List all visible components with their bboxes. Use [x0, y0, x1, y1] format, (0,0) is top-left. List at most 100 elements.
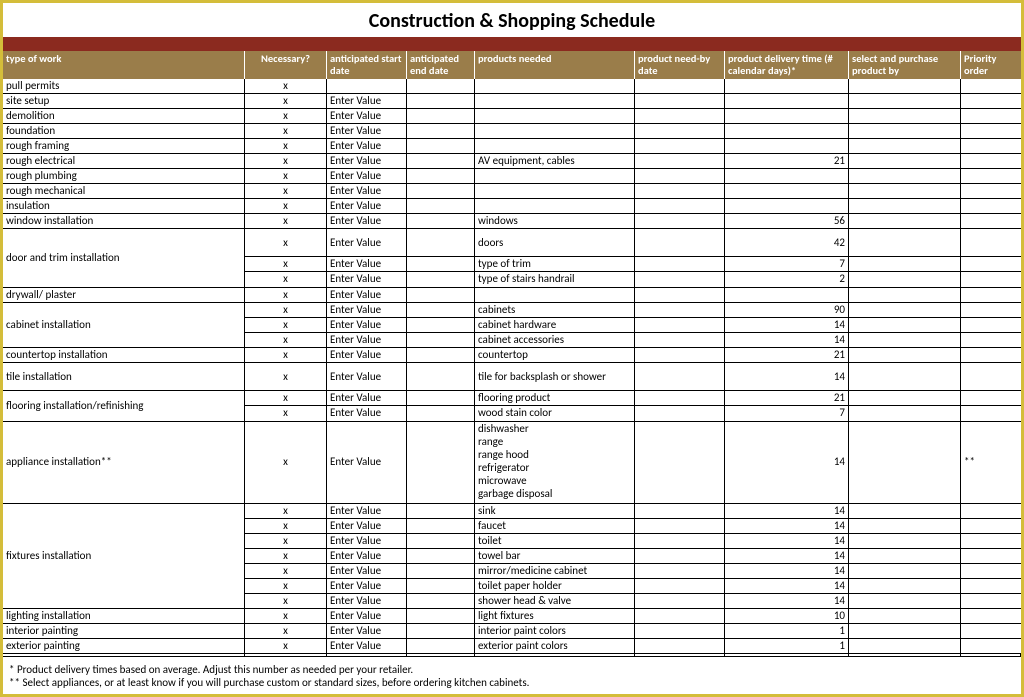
end-date-cell[interactable]: [407, 124, 475, 138]
end-date-cell[interactable]: [407, 139, 475, 153]
end-date-cell[interactable]: [407, 534, 475, 548]
work-type-cell[interactable]: rough plumbing: [3, 169, 245, 183]
products-cell[interactable]: [475, 124, 635, 138]
start-date-cell[interactable]: Enter Value: [327, 534, 407, 548]
priority-cell[interactable]: [961, 391, 1021, 405]
start-date-cell[interactable]: [327, 79, 407, 93]
work-type-cell[interactable]: tile installation: [3, 363, 245, 390]
end-date-cell[interactable]: [407, 594, 475, 609]
work-type-cell[interactable]: pull permits: [3, 79, 245, 93]
start-date-cell[interactable]: Enter Value: [327, 609, 407, 623]
necessary-cell[interactable]: x: [245, 154, 327, 168]
delivery-time-cell[interactable]: [725, 169, 849, 183]
start-date-cell[interactable]: Enter Value: [327, 579, 407, 593]
purchase-by-cell[interactable]: [849, 199, 961, 213]
start-date-cell[interactable]: Enter Value: [327, 257, 407, 271]
purchase-by-cell[interactable]: [849, 549, 961, 563]
end-date-cell[interactable]: [407, 348, 475, 362]
purchase-by-cell[interactable]: [849, 534, 961, 548]
start-date-cell[interactable]: Enter Value: [327, 214, 407, 228]
end-date-cell[interactable]: [407, 109, 475, 123]
end-date-cell[interactable]: [407, 272, 475, 287]
delivery-time-cell[interactable]: [725, 124, 849, 138]
products-cell[interactable]: [475, 94, 635, 108]
need-by-cell[interactable]: [635, 303, 725, 317]
work-type-cell[interactable]: flooring installation/refinishing: [3, 391, 245, 421]
products-cell[interactable]: [475, 199, 635, 213]
priority-cell[interactable]: **: [961, 422, 1021, 503]
delivery-time-cell[interactable]: 14: [725, 564, 849, 578]
products-cell[interactable]: [475, 184, 635, 198]
delivery-time-cell[interactable]: [725, 184, 849, 198]
work-type-cell[interactable]: insulation: [3, 199, 245, 213]
priority-cell[interactable]: [961, 257, 1021, 271]
purchase-by-cell[interactable]: [849, 184, 961, 198]
purchase-by-cell[interactable]: [849, 154, 961, 168]
delivery-time-cell[interactable]: 42: [725, 229, 849, 256]
priority-cell[interactable]: [961, 318, 1021, 332]
priority-cell[interactable]: [961, 363, 1021, 390]
work-type-cell[interactable]: lighting installation: [3, 609, 245, 623]
start-date-cell[interactable]: Enter Value: [327, 564, 407, 578]
necessary-cell[interactable]: x: [245, 594, 327, 609]
necessary-cell[interactable]: x: [245, 229, 327, 256]
purchase-by-cell[interactable]: [849, 422, 961, 503]
products-cell[interactable]: windows: [475, 214, 635, 228]
need-by-cell[interactable]: [635, 94, 725, 108]
need-by-cell[interactable]: [635, 154, 725, 168]
work-type-cell[interactable]: rough mechanical: [3, 184, 245, 198]
purchase-by-cell[interactable]: [849, 333, 961, 348]
products-cell[interactable]: interior paint colors: [475, 624, 635, 638]
end-date-cell[interactable]: [407, 318, 475, 332]
delivery-time-cell[interactable]: 56: [725, 214, 849, 228]
need-by-cell[interactable]: [635, 199, 725, 213]
purchase-by-cell[interactable]: [849, 564, 961, 578]
purchase-by-cell[interactable]: [849, 272, 961, 287]
delivery-time-cell[interactable]: 1: [725, 639, 849, 653]
start-date-cell[interactable]: Enter Value: [327, 333, 407, 348]
products-cell[interactable]: exterior paint colors: [475, 639, 635, 653]
end-date-cell[interactable]: [407, 363, 475, 390]
purchase-by-cell[interactable]: [849, 318, 961, 332]
products-cell[interactable]: light fixtures: [475, 609, 635, 623]
necessary-cell[interactable]: x: [245, 272, 327, 287]
end-date-cell[interactable]: [407, 94, 475, 108]
start-date-cell[interactable]: Enter Value: [327, 391, 407, 405]
end-date-cell[interactable]: [407, 579, 475, 593]
products-cell[interactable]: doors: [475, 229, 635, 256]
purchase-by-cell[interactable]: [849, 303, 961, 317]
need-by-cell[interactable]: [635, 579, 725, 593]
need-by-cell[interactable]: [635, 363, 725, 390]
products-cell[interactable]: faucet: [475, 519, 635, 533]
priority-cell[interactable]: [961, 303, 1021, 317]
work-type-cell[interactable]: countertop installation: [3, 348, 245, 362]
need-by-cell[interactable]: [635, 124, 725, 138]
products-cell[interactable]: [475, 288, 635, 302]
priority-cell[interactable]: [961, 564, 1021, 578]
products-cell[interactable]: cabinet hardware: [475, 318, 635, 332]
products-cell[interactable]: countertop: [475, 348, 635, 362]
end-date-cell[interactable]: [407, 79, 475, 93]
priority-cell[interactable]: [961, 504, 1021, 518]
delivery-time-cell[interactable]: 21: [725, 154, 849, 168]
purchase-by-cell[interactable]: [849, 169, 961, 183]
products-cell[interactable]: [475, 109, 635, 123]
start-date-cell[interactable]: Enter Value: [327, 549, 407, 563]
delivery-time-cell[interactable]: 14: [725, 318, 849, 332]
work-type-cell[interactable]: cabinet installation: [3, 303, 245, 348]
purchase-by-cell[interactable]: [849, 609, 961, 623]
delivery-time-cell[interactable]: 21: [725, 348, 849, 362]
purchase-by-cell[interactable]: [849, 79, 961, 93]
need-by-cell[interactable]: [635, 169, 725, 183]
priority-cell[interactable]: [961, 229, 1021, 256]
purchase-by-cell[interactable]: [849, 257, 961, 271]
end-date-cell[interactable]: [407, 504, 475, 518]
priority-cell[interactable]: [961, 519, 1021, 533]
start-date-cell[interactable]: Enter Value: [327, 504, 407, 518]
start-date-cell[interactable]: Enter Value: [327, 139, 407, 153]
priority-cell[interactable]: [961, 624, 1021, 638]
start-date-cell[interactable]: Enter Value: [327, 154, 407, 168]
work-type-cell[interactable]: fixtures installation: [3, 504, 245, 609]
end-date-cell[interactable]: [407, 406, 475, 421]
products-cell[interactable]: type of trim: [475, 257, 635, 271]
